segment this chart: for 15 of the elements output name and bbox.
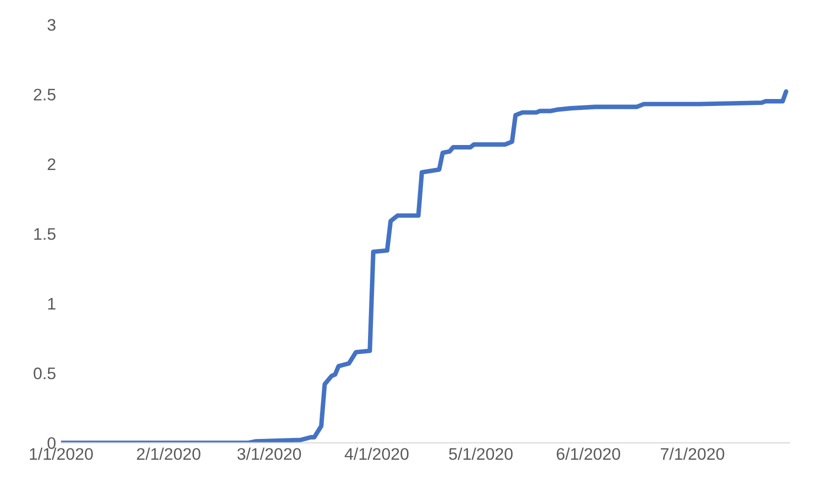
line-series [61,89,788,443]
y-tick-label: 1 [48,298,56,310]
x-tick-label: 2/1/2020 [137,448,200,460]
y-tick-label: 0.5 [34,368,56,380]
x-tick-label: 5/1/2020 [449,448,513,460]
y-tick-label: 2.5 [34,88,56,101]
y-tick-label: 3 [48,19,56,31]
y-tick-label: 1.5 [34,228,56,240]
x-tick-label: 1/1/2020 [30,448,93,460]
x-tick-label: 4/1/2020 [344,448,409,460]
x-tick-label: 7/1/2020 [660,448,724,460]
y-tick-label: 0 [48,437,56,450]
x-tick-label: 3/1/2020 [237,448,301,460]
y-tick-label: 2 [48,158,56,170]
x-tick-label: 6/1/2020 [556,448,620,460]
